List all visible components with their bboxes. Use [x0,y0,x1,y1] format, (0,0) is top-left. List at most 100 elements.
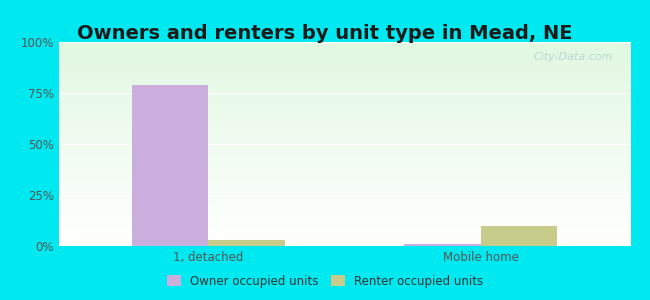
Bar [58,120,630,121]
Bar [58,244,630,245]
Bar [58,205,630,206]
Bar [58,157,630,158]
Bar [58,126,630,127]
Bar [58,119,630,120]
Text: Owners and renters by unit type in Mead, NE: Owners and renters by unit type in Mead,… [77,24,573,43]
Bar [58,242,630,243]
Bar [58,121,630,122]
Bar [58,200,630,201]
Bar [58,68,630,69]
Bar [58,197,630,198]
Bar [58,102,630,103]
Bar [58,206,630,207]
Bar [58,164,630,165]
Bar [58,77,630,78]
Bar [58,101,630,102]
Bar [58,88,630,89]
Bar [58,82,630,83]
Bar [58,53,630,54]
Bar [58,226,630,227]
Bar [58,140,630,141]
Bar [58,232,630,233]
Bar [58,70,630,71]
Bar [58,171,630,172]
Bar [58,64,630,65]
Bar [58,209,630,210]
Bar [58,117,630,118]
Bar [58,187,630,188]
Bar [58,107,630,108]
Bar [58,113,630,114]
Bar [58,86,630,87]
Bar [58,158,630,159]
Bar [58,43,630,44]
Bar [58,183,630,184]
Bar [58,129,630,130]
Bar [58,75,630,76]
Bar [58,146,630,147]
Bar [58,71,630,72]
Bar [58,59,630,60]
Bar [58,170,630,171]
Bar [58,216,630,217]
Bar [58,237,630,238]
Bar [58,111,630,112]
Bar [58,54,630,55]
Bar [58,57,630,58]
Bar [58,169,630,170]
Bar [58,123,630,124]
Bar [58,89,630,90]
Bar [58,85,630,86]
Bar [58,100,630,101]
Bar [58,152,630,153]
Bar [58,46,630,47]
Bar [58,169,630,170]
Bar [481,226,557,246]
Bar [58,175,630,176]
Bar [58,109,630,110]
Bar [58,106,630,107]
Bar [58,199,630,200]
Bar [58,127,630,128]
Bar [58,125,630,126]
Bar [58,223,630,224]
Bar [58,135,630,136]
Bar [58,66,630,67]
Bar [132,85,208,246]
Bar [58,215,630,216]
Bar [58,114,630,115]
Bar [58,47,630,48]
Bar [58,69,630,70]
Bar [58,95,630,96]
Bar [58,134,630,135]
Bar [58,156,630,157]
Bar [58,56,630,57]
Bar [58,236,630,237]
Bar [58,58,630,59]
Bar [58,97,630,98]
Bar [58,204,630,205]
Bar [58,79,630,80]
Bar [58,182,630,183]
Bar [58,203,630,204]
Bar [58,118,630,119]
Bar [58,42,630,43]
Bar [58,124,630,125]
Bar [58,96,630,97]
Bar [58,230,630,231]
Bar [58,166,630,167]
Bar [58,231,630,232]
Bar [58,116,630,117]
Bar [58,208,630,209]
Bar [58,181,630,182]
Bar [58,110,630,111]
Bar [58,224,630,225]
Bar [58,221,630,222]
Bar [58,213,630,214]
Bar [58,179,630,180]
Bar [58,161,630,162]
Bar [58,192,630,193]
Bar [58,99,630,100]
Bar [58,191,630,192]
Bar [58,153,630,154]
